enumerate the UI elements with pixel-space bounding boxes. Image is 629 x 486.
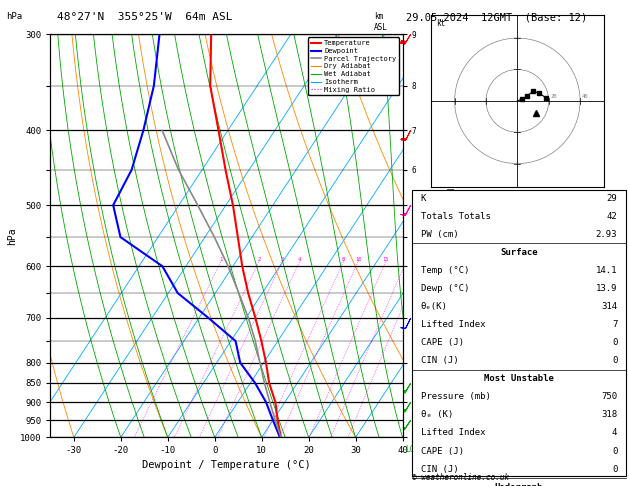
Text: Most Unstable: Most Unstable xyxy=(484,374,554,383)
X-axis label: Dewpoint / Temperature (°C): Dewpoint / Temperature (°C) xyxy=(142,460,311,469)
Text: 14.1: 14.1 xyxy=(596,266,617,275)
Text: Totals Totals: Totals Totals xyxy=(421,212,491,221)
Text: Dewp (°C): Dewp (°C) xyxy=(421,284,469,293)
Text: 318: 318 xyxy=(601,410,617,419)
Text: 10: 10 xyxy=(355,257,361,262)
Text: 3: 3 xyxy=(281,257,284,262)
Text: Temp (°C): Temp (°C) xyxy=(421,266,469,275)
Legend: Temperature, Dewpoint, Parcel Trajectory, Dry Adiabat, Wet Adiabat, Isotherm, Mi: Temperature, Dewpoint, Parcel Trajectory… xyxy=(308,37,399,95)
Text: 0: 0 xyxy=(612,338,617,347)
Text: 2.93: 2.93 xyxy=(596,230,617,239)
Text: 1: 1 xyxy=(219,257,223,262)
Text: CIN (J): CIN (J) xyxy=(421,356,458,365)
Text: 8: 8 xyxy=(342,257,345,262)
Text: 314: 314 xyxy=(601,302,617,311)
Text: 20: 20 xyxy=(550,94,557,99)
Text: km
ASL: km ASL xyxy=(374,12,388,32)
Text: 4: 4 xyxy=(298,257,301,262)
Text: 13.9: 13.9 xyxy=(596,284,617,293)
Text: Lifted Index: Lifted Index xyxy=(421,320,485,329)
Text: 7: 7 xyxy=(612,320,617,329)
Text: 4: 4 xyxy=(612,429,617,437)
Text: 42: 42 xyxy=(606,212,617,221)
Text: θₑ (K): θₑ (K) xyxy=(421,410,453,419)
Text: CIN (J): CIN (J) xyxy=(421,465,458,474)
Text: 2: 2 xyxy=(257,257,260,262)
Text: CAPE (J): CAPE (J) xyxy=(421,338,464,347)
Y-axis label: hPa: hPa xyxy=(7,227,17,244)
Text: 0: 0 xyxy=(612,465,617,474)
Text: 40: 40 xyxy=(582,94,588,99)
Text: 750: 750 xyxy=(601,392,617,401)
Text: 48°27'N  355°25'W  64m ASL: 48°27'N 355°25'W 64m ASL xyxy=(57,12,232,22)
Text: kt: kt xyxy=(436,18,445,28)
Text: 0: 0 xyxy=(612,356,617,365)
Text: 29: 29 xyxy=(606,193,617,203)
Text: CAPE (J): CAPE (J) xyxy=(421,447,464,455)
Text: hPa: hPa xyxy=(6,12,23,21)
Text: 0: 0 xyxy=(612,447,617,455)
Text: 15: 15 xyxy=(382,257,389,262)
Text: K: K xyxy=(421,193,426,203)
Text: LCL: LCL xyxy=(405,446,419,454)
Text: θₑ(K): θₑ(K) xyxy=(421,302,447,311)
Text: 29.05.2024  12GMT  (Base: 12): 29.05.2024 12GMT (Base: 12) xyxy=(406,12,587,22)
Text: Hodograph: Hodograph xyxy=(495,483,543,486)
Text: Pressure (mb): Pressure (mb) xyxy=(421,392,491,401)
Y-axis label: Mixing Ratio (g/kg): Mixing Ratio (g/kg) xyxy=(444,188,453,283)
Text: Lifted Index: Lifted Index xyxy=(421,429,485,437)
Text: PW (cm): PW (cm) xyxy=(421,230,458,239)
Text: Surface: Surface xyxy=(500,248,538,257)
Text: © weatheronline.co.uk: © weatheronline.co.uk xyxy=(412,473,509,482)
